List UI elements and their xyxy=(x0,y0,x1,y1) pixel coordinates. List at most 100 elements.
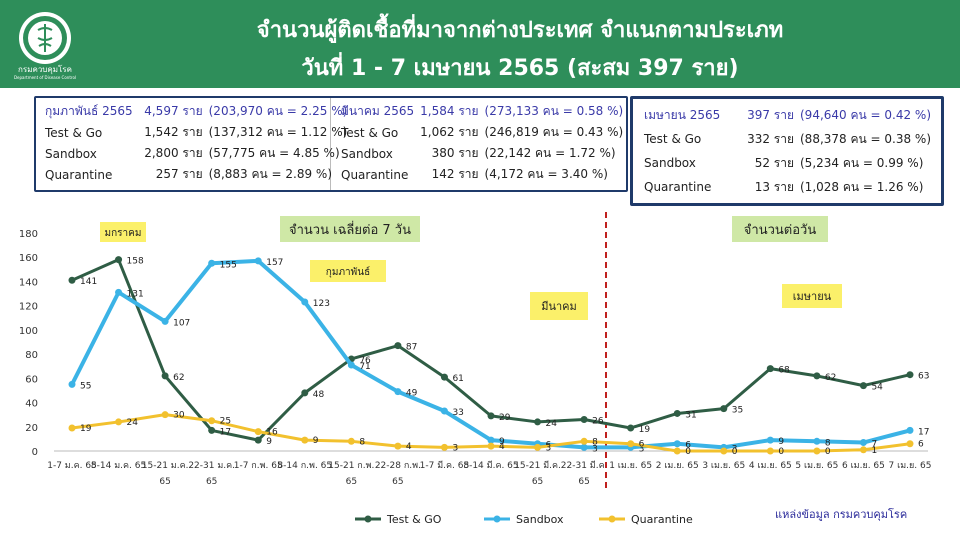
point-quarantine xyxy=(161,411,169,419)
y-tick-label: 40 xyxy=(25,399,38,410)
y-tick-label: 160 xyxy=(19,253,38,264)
summary-row-apr-testgo: Test & Go 332 ราย (88,378 คน = 0.38 %) xyxy=(641,127,934,151)
point-test-go xyxy=(487,412,495,420)
legend-item-quarantine: Quarantine xyxy=(599,513,693,526)
point-quarantine xyxy=(115,418,123,426)
y-tick-label: 60 xyxy=(25,374,38,385)
point-test-go xyxy=(720,405,728,413)
data-label-sandbox: 71 xyxy=(359,362,370,372)
annotation-month-feb: กุมภาพันธ์ xyxy=(310,260,386,282)
data-label-test-go: 61 xyxy=(452,374,463,384)
data-label-quarantine: 0 xyxy=(685,447,691,457)
data-label-test-go: 24 xyxy=(546,419,558,429)
data-label-sandbox: 3 xyxy=(732,444,738,454)
point-sandbox xyxy=(301,298,309,306)
page-title: จำนวนผู้ติดเชื้อที่มาจากต่างประเทศ จำแนก… xyxy=(256,18,784,43)
data-label-test-go: 63 xyxy=(918,372,929,382)
svg-text:จำนวน เฉลี่ยต่อ 7 วัน: จำนวน เฉลี่ยต่อ 7 วัน xyxy=(289,221,411,238)
row-cases: 13 ราย xyxy=(754,179,794,194)
row-label: Sandbox xyxy=(45,146,97,161)
svg-text:กุมภาพันธ์: กุมภาพันธ์ xyxy=(326,266,370,278)
row-label: Test & Go xyxy=(45,125,103,140)
data-label-test-go: 31 xyxy=(685,410,696,420)
header-banner: กรมควบคุมโรค Department of Disease Contr… xyxy=(0,0,960,88)
data-label-sandbox: 6 xyxy=(685,441,691,451)
row-detail: (273,133 คน = 0.58 %) xyxy=(484,104,624,118)
data-label-test-go: 17 xyxy=(220,427,231,437)
row-label: Quarantine xyxy=(644,180,712,194)
point-sandbox xyxy=(254,257,262,265)
x-tick-label: 22-28 ก.พ. 65 xyxy=(375,461,421,487)
row-detail: (137,312 คน = 1.12 %) xyxy=(208,125,348,139)
summary-row-apr-total: เมษายน 2565 397 ราย (94,640 คน = 0.42 %) xyxy=(641,103,934,127)
svg-text:มกราคม: มกราคม xyxy=(105,228,142,239)
data-label-sandbox: 7 xyxy=(871,440,877,450)
x-tick-label: 7 เม.ย. 65 xyxy=(889,461,932,471)
data-label-sandbox: 155 xyxy=(220,260,237,270)
data-label-quarantine: 0 xyxy=(732,447,738,457)
point-quarantine xyxy=(906,440,914,448)
row-label: Quarantine xyxy=(45,167,113,182)
summary-row-apr-sandbox: Sandbox 52 ราย (5,234 คน = 0.99 %) xyxy=(641,151,934,175)
data-label-quarantine: 9 xyxy=(313,436,319,446)
annotation-left-title: จำนวน เฉลี่ยต่อ 7 วัน xyxy=(280,216,420,242)
data-label-test-go: 158 xyxy=(127,257,144,267)
point-sandbox xyxy=(440,407,448,415)
data-label-quarantine: 16 xyxy=(266,428,278,438)
x-tick-label: 2 เม.ย. 65 xyxy=(656,461,699,471)
row-label: มีนาคม 2565 xyxy=(341,104,415,118)
point-sandbox xyxy=(487,436,495,444)
data-label-quarantine: 6 xyxy=(639,440,645,450)
point-quarantine xyxy=(301,436,309,444)
y-tick-label: 0 xyxy=(32,447,38,458)
row-label: Quarantine xyxy=(341,167,409,182)
data-label-sandbox: 33 xyxy=(452,408,463,418)
x-tick-label: 15-21 ก.พ. 65 xyxy=(328,461,374,487)
x-tick-label: 8-14 มี.ค. 65 xyxy=(463,460,518,471)
data-label-test-go: 35 xyxy=(732,406,743,416)
data-label-quarantine: 24 xyxy=(127,418,139,428)
point-quarantine xyxy=(627,440,635,448)
summary-row-mar-total: มีนาคม 2565 1,584 ราย (273,133 คน = 0.58… xyxy=(338,101,626,122)
data-label-quarantine: 4 xyxy=(406,442,412,452)
x-tick-label: 3 เม.ย. 65 xyxy=(702,461,745,471)
source-note: แหล่งข้อมูล กรมควบคุมโรค xyxy=(775,508,908,521)
row-detail: (22,142 คน = 1.72 %) xyxy=(484,146,616,160)
data-label-sandbox: 9 xyxy=(778,437,784,447)
row-cases: 1,542 ราย xyxy=(144,125,203,139)
point-test-go xyxy=(394,342,402,350)
y-tick-label: 140 xyxy=(19,277,38,288)
point-quarantine xyxy=(254,428,262,436)
point-quarantine xyxy=(813,447,821,455)
row-cases: 142 ราย xyxy=(431,167,479,181)
data-label-sandbox: 17 xyxy=(918,427,929,437)
row-cases: 52 ราย xyxy=(754,155,794,170)
point-quarantine xyxy=(859,446,867,454)
point-test-go xyxy=(906,371,914,379)
x-tick-label: 1-7 ม.ค. 65 xyxy=(47,461,97,471)
data-label-quarantine: 3 xyxy=(452,443,458,453)
point-test-go xyxy=(627,424,635,432)
row-cases: 4,597 ราย xyxy=(144,104,203,118)
summary-row-mar-testgo: Test & Go 1,062 ราย (246,819 คน = 0.43 %… xyxy=(338,122,626,143)
point-sandbox xyxy=(68,380,76,388)
point-test-go xyxy=(161,372,169,380)
point-quarantine xyxy=(487,442,495,450)
summary-row-feb-testgo: Test & Go 1,542 ราย (137,312 คน = 1.12 %… xyxy=(42,122,352,143)
data-label-quarantine: 0 xyxy=(825,447,831,457)
data-label-sandbox: 107 xyxy=(173,318,190,328)
point-quarantine xyxy=(394,442,402,450)
x-tick-label: 8-14 ก.พ. 65 xyxy=(277,461,332,471)
point-test-go xyxy=(813,372,821,380)
data-label-test-go: 29 xyxy=(499,413,511,423)
row-detail: (4,172 คน = 3.40 %) xyxy=(484,167,608,181)
row-label: Sandbox xyxy=(644,156,696,170)
summary-row-feb-quarantine: Quarantine 257 ราย (8,883 คน = 2.89 %) xyxy=(42,164,352,185)
point-test-go xyxy=(766,365,774,373)
point-quarantine xyxy=(766,447,774,455)
annotation-right-title: จำนวนต่อวัน xyxy=(732,216,828,242)
x-tick-label: 8-14 ม.ค. 65 xyxy=(91,461,146,471)
point-quarantine xyxy=(580,437,588,445)
legend-label: Sandbox xyxy=(516,513,564,526)
